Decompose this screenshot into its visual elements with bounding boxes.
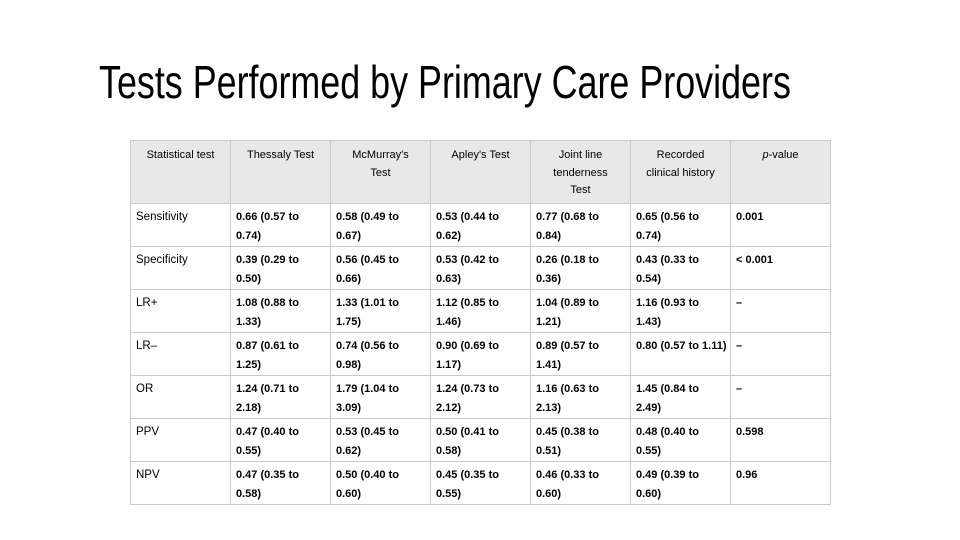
table-cell: 0.598: [730, 418, 831, 462]
table-row-specificity: Specificity 0.39 (0.29 to 0.50) 0.56 (0.…: [130, 246, 831, 290]
header-thessaly-test: Thessaly Test: [230, 140, 331, 204]
table-cell: 0.46 (0.33 to 0.60): [530, 461, 631, 505]
table-cell: 0.53 (0.42 to 0.63): [430, 246, 531, 290]
table-cell: 0.50 (0.40 to 0.60): [330, 461, 431, 505]
header-recorded-clinical-history: Recorded clinical history: [630, 140, 731, 204]
table-cell: 1.33 (1.01 to 1.75): [330, 289, 431, 333]
table-cell: 1.79 (1.04 to 3.09): [330, 375, 431, 419]
table-cell: 1.16 (0.63 to 2.13): [530, 375, 631, 419]
statistics-table: Statistical test Thessaly Test McMurray'…: [130, 140, 831, 505]
table-cell: 1.04 (0.89 to 1.21): [530, 289, 631, 333]
table-row-sensitivity: Sensitivity 0.66 (0.57 to 0.74) 0.58 (0.…: [130, 203, 831, 247]
table-cell: 0.89 (0.57 to 1.41): [530, 332, 631, 376]
table-cell: 0.45 (0.35 to 0.55): [430, 461, 531, 505]
table-cell: 0.66 (0.57 to 0.74): [230, 203, 331, 247]
table-cell: 0.56 (0.45 to 0.66): [330, 246, 431, 290]
table-cell: 1.24 (0.71 to 2.18): [230, 375, 331, 419]
table-cell: 0.58 (0.49 to 0.67): [330, 203, 431, 247]
slide-title: Tests Performed by Primary Care Provider…: [99, 56, 791, 108]
row-label: Specificity: [130, 246, 231, 290]
table-row-ppv: PPV 0.47 (0.40 to 0.55) 0.53 (0.45 to 0.…: [130, 418, 831, 462]
table-cell: < 0.001: [730, 246, 831, 290]
table-cell: 0.90 (0.69 to 1.17): [430, 332, 531, 376]
table-cell: 0.53 (0.44 to 0.62): [430, 203, 531, 247]
table-cell: 0.26 (0.18 to 0.36): [530, 246, 631, 290]
table-cell: 0.43 (0.33 to 0.54): [630, 246, 731, 290]
table-cell: 0.87 (0.61 to 1.25): [230, 332, 331, 376]
table-cell: 0.39 (0.29 to 0.50): [230, 246, 331, 290]
header-p-value: p-value: [730, 140, 831, 204]
table-row-or: OR 1.24 (0.71 to 2.18) 1.79 (1.04 to 3.0…: [130, 375, 831, 419]
table-cell: 1.16 (0.93 to 1.43): [630, 289, 731, 333]
table-cell: 0.47 (0.35 to 0.58): [230, 461, 331, 505]
table-cell: 1.24 (0.73 to 2.12): [430, 375, 531, 419]
table-cell: 1.45 (0.84 to 2.49): [630, 375, 731, 419]
table-cell: 1.12 (0.85 to 1.46): [430, 289, 531, 333]
header-joint-line-tenderness-test: Joint line tenderness Test: [530, 140, 631, 204]
table-cell: –: [730, 332, 831, 376]
table-cell: 1.08 (0.88 to 1.33): [230, 289, 331, 333]
row-label: OR: [130, 375, 231, 419]
table-cell: 0.77 (0.68 to 0.84): [530, 203, 631, 247]
table-cell: 0.74 (0.56 to 0.98): [330, 332, 431, 376]
p-value-rest: -value: [768, 149, 799, 161]
table-cell: 0.49 (0.39 to 0.60): [630, 461, 731, 505]
p-value-italic-p: p: [762, 149, 769, 161]
table-cell: 0.45 (0.38 to 0.51): [530, 418, 631, 462]
row-label: LR–: [130, 332, 231, 376]
header-apleys-test: Apley's Test: [430, 140, 531, 204]
table-row-lr-plus: LR+ 1.08 (0.88 to 1.33) 1.33 (1.01 to 1.…: [130, 289, 831, 333]
table-cell: 0.47 (0.40 to 0.55): [230, 418, 331, 462]
header-mcmurrays-test: McMurray's Test: [330, 140, 431, 204]
table-cell: –: [730, 375, 831, 419]
table-cell: 0.001: [730, 203, 831, 247]
table-cell: –: [730, 289, 831, 333]
table-cell: 0.80 (0.57 to 1.11): [630, 332, 731, 376]
table-cell: 0.50 (0.41 to 0.58): [430, 418, 531, 462]
row-label: Sensitivity: [130, 203, 231, 247]
header-statistical-test: Statistical test: [130, 140, 231, 204]
table-row-npv: NPV 0.47 (0.35 to 0.58) 0.50 (0.40 to 0.…: [130, 461, 831, 505]
row-label: PPV: [130, 418, 231, 462]
table-cell: 0.53 (0.45 to 0.62): [330, 418, 431, 462]
table-row-lr-minus: LR– 0.87 (0.61 to 1.25) 0.74 (0.56 to 0.…: [130, 332, 831, 376]
row-label: NPV: [130, 461, 231, 505]
table-header-row: Statistical test Thessaly Test McMurray'…: [130, 140, 831, 204]
table-cell: 0.48 (0.40 to 0.55): [630, 418, 731, 462]
table-cell: 0.65 (0.56 to 0.74): [630, 203, 731, 247]
table-cell: 0.96: [730, 461, 831, 505]
row-label: LR+: [130, 289, 231, 333]
